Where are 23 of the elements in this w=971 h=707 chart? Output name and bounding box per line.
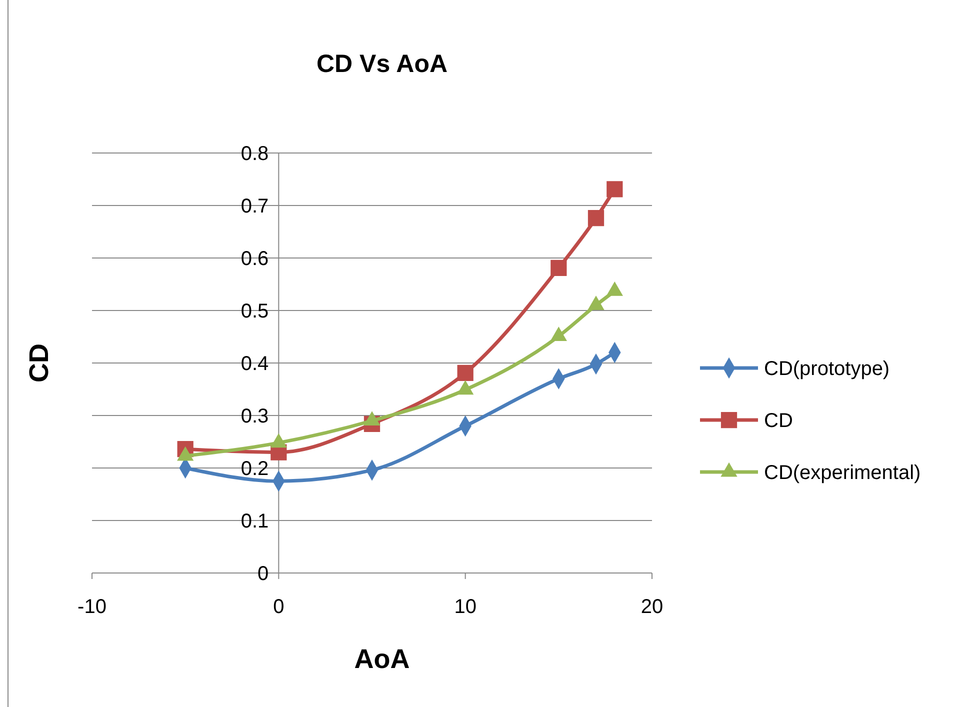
- legend-label: CD(experimental): [764, 462, 921, 484]
- legend-label: CD: [764, 410, 793, 432]
- x-tick-label: -10: [78, 596, 106, 618]
- y-tick-label: 0.1: [240, 510, 269, 532]
- x-tick-label: 0: [273, 596, 284, 618]
- point: [588, 210, 604, 226]
- y-tick-label: 0.2: [240, 458, 269, 480]
- legend-label: CD(prototype): [764, 358, 890, 380]
- y-tick-label: 0.8: [240, 143, 269, 165]
- y-tick-label: 0.7: [240, 196, 269, 218]
- point: [457, 364, 474, 382]
- point: [550, 260, 567, 276]
- y-tick-label: 0.5: [240, 300, 269, 322]
- x-tick-label: 20: [640, 596, 664, 618]
- y-tick-label: 0.6: [240, 248, 269, 270]
- y-axis-title: CD: [24, 344, 54, 382]
- y-tick-label: 0.4: [240, 353, 269, 375]
- y-tick-label: 0: [258, 563, 269, 585]
- chart-title: CD Vs AoA: [316, 50, 448, 78]
- x-tick-label: 10: [454, 596, 476, 618]
- point: [606, 181, 623, 198]
- x-axis-title: AoA: [354, 644, 410, 674]
- y-tick-label: 0.3: [240, 406, 269, 428]
